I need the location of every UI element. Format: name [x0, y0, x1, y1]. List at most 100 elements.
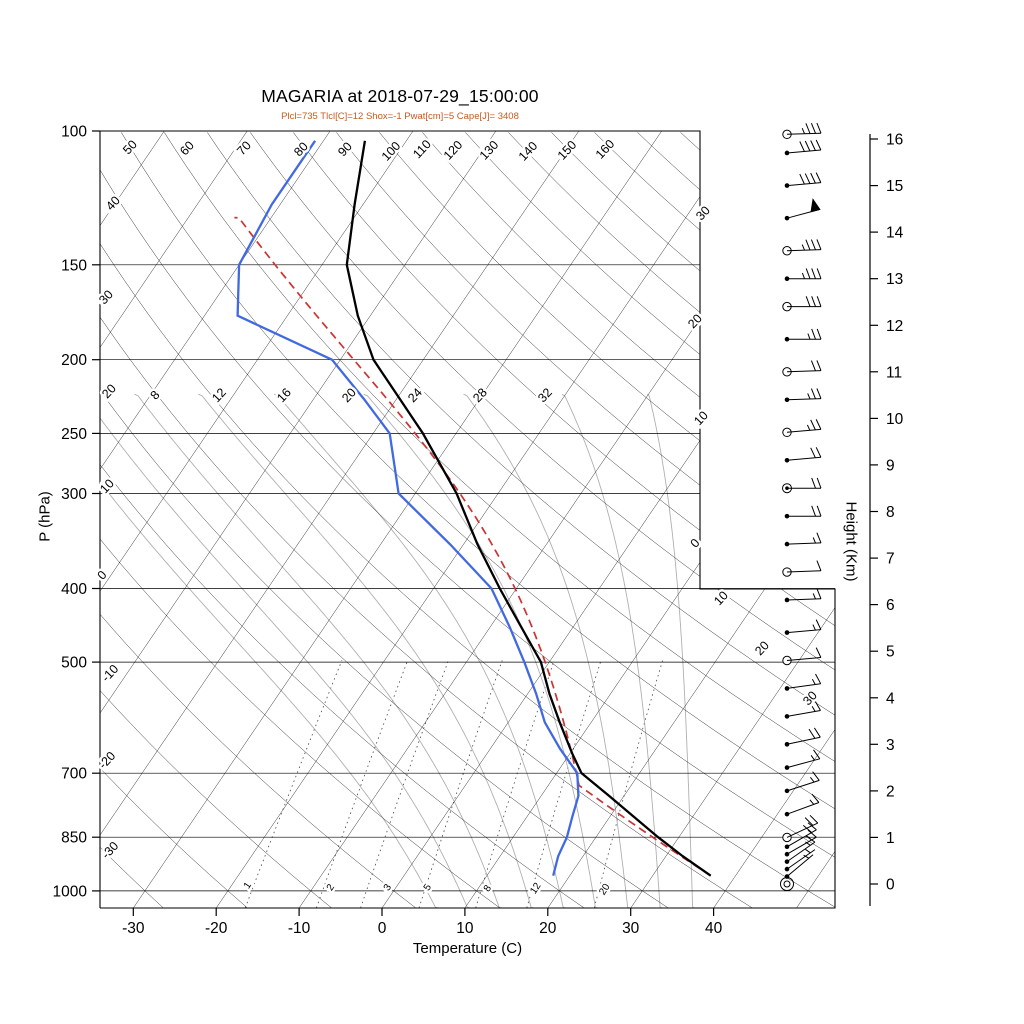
svg-text:70: 70	[234, 138, 254, 158]
svg-text:11: 11	[886, 364, 902, 381]
wind-barb	[784, 268, 822, 281]
wind-barb	[782, 814, 819, 843]
grid-labels: 50 60 70 80 90 100 110 120 130 140 150 160403020100…	[92, 134, 822, 899]
pressure-gridlines	[100, 130, 835, 892]
svg-text:30: 30	[96, 287, 116, 307]
pressure-axis-label: P (hPa)	[36, 491, 54, 542]
svg-text:50: 50	[120, 137, 140, 157]
wind-barb	[784, 328, 822, 342]
svg-text:5: 5	[886, 644, 895, 661]
wind-barb	[784, 139, 822, 156]
svg-text:12: 12	[209, 385, 229, 405]
svg-text:150: 150	[555, 138, 579, 163]
svg-text:90: 90	[335, 139, 355, 159]
svg-text:14: 14	[886, 225, 904, 242]
wind-barb	[784, 388, 822, 403]
svg-text:8: 8	[148, 388, 163, 403]
svg-text:2: 2	[886, 783, 895, 800]
svg-text:-10: -10	[288, 920, 311, 937]
svg-text:10: 10	[456, 920, 474, 937]
wind-barb	[782, 122, 822, 140]
svg-text:1000: 1000	[53, 883, 88, 900]
svg-text:-10: -10	[99, 662, 122, 685]
svg-text:20: 20	[685, 311, 705, 331]
wind-barb	[784, 727, 821, 747]
svg-text:120: 120	[441, 138, 465, 163]
svg-text:700: 700	[61, 766, 87, 783]
svg-text:150: 150	[61, 257, 87, 274]
svg-text:300: 300	[61, 486, 87, 503]
svg-text:24: 24	[405, 385, 425, 405]
svg-text:0: 0	[378, 920, 387, 937]
svg-text:30: 30	[622, 920, 640, 937]
wind-barb	[784, 854, 814, 879]
wind-barb	[784, 172, 822, 188]
wind-barb	[782, 560, 822, 577]
temperature-axis-label: Temperature (C)	[412, 940, 523, 957]
svg-text:13: 13	[886, 271, 903, 288]
wind-barb	[784, 198, 821, 221]
wind-barbs	[780, 122, 822, 891]
svg-text:200: 200	[61, 352, 87, 369]
wind-barb	[782, 360, 822, 377]
svg-text:32: 32	[535, 385, 555, 405]
svg-text:60: 60	[177, 138, 197, 158]
wind-barb	[784, 447, 822, 463]
svg-text:1: 1	[886, 830, 895, 847]
svg-text:12: 12	[528, 881, 544, 897]
wind-barb	[784, 532, 822, 547]
moist-adiabats	[100, 393, 695, 908]
svg-text:0: 0	[886, 877, 895, 894]
wind-barb	[784, 848, 816, 872]
svg-text:20: 20	[539, 920, 557, 937]
wind-barb	[784, 673, 822, 691]
svg-text:250: 250	[61, 426, 87, 443]
wind-barb	[780, 877, 794, 891]
svg-text:-20: -20	[96, 749, 119, 772]
svg-text:40: 40	[705, 920, 723, 937]
svg-text:8: 8	[886, 504, 895, 521]
temperature-trace	[345, 140, 712, 877]
svg-text:28: 28	[470, 385, 490, 405]
svg-text:12: 12	[886, 318, 903, 335]
svg-text:500: 500	[61, 655, 87, 672]
svg-text:100: 100	[379, 139, 403, 164]
parcel-trace	[234, 216, 712, 877]
svg-text:400: 400	[61, 581, 87, 598]
svg-text:16: 16	[274, 385, 294, 405]
svg-text:10: 10	[886, 411, 904, 428]
svg-text:16: 16	[886, 132, 903, 149]
svg-text:6: 6	[886, 597, 895, 614]
svg-text:-30: -30	[99, 839, 122, 862]
svg-text:3: 3	[886, 737, 895, 754]
dry-adiabats	[100, 132, 835, 908]
wind-barb	[782, 296, 822, 312]
svg-text:2: 2	[325, 882, 337, 893]
svg-text:8: 8	[482, 883, 494, 894]
svg-text:130: 130	[477, 138, 501, 163]
svg-text:10: 10	[691, 408, 711, 428]
wind-barb	[784, 829, 817, 857]
svg-text:-30: -30	[122, 920, 145, 937]
svg-text:110: 110	[410, 137, 434, 161]
wind-barb	[782, 647, 822, 666]
wind-barb	[784, 793, 820, 817]
svg-text:160: 160	[593, 137, 617, 162]
height-axis-label: Height (Km)	[842, 501, 860, 582]
svg-text:100: 100	[61, 124, 87, 141]
svg-text:30: 30	[693, 203, 713, 223]
svg-text:140: 140	[516, 139, 540, 164]
wind-barb	[784, 505, 822, 519]
svg-text:1: 1	[242, 880, 254, 891]
svg-text:7: 7	[886, 551, 895, 568]
wind-barb	[784, 749, 821, 770]
wind-barb	[782, 419, 822, 438]
svg-text:20: 20	[597, 882, 613, 898]
wind-barb	[784, 700, 821, 719]
wind-barb	[784, 771, 820, 794]
wind-barb	[782, 239, 822, 256]
svg-text:15: 15	[886, 178, 903, 195]
wind-barb	[784, 619, 822, 635]
